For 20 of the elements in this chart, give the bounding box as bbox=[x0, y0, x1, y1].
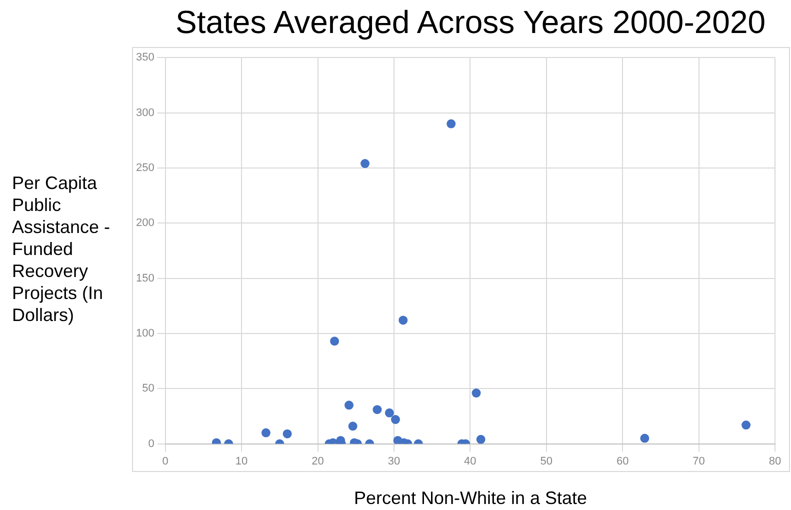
x-tick-label: 50 bbox=[540, 455, 553, 468]
x-tick-label: 40 bbox=[464, 455, 476, 468]
y-tick-label: 300 bbox=[136, 106, 154, 119]
x-tick-label: 0 bbox=[162, 455, 168, 468]
x-tick-label: 80 bbox=[768, 455, 782, 468]
y-tick-label: 200 bbox=[136, 217, 154, 230]
x-tick-label: 30 bbox=[388, 455, 400, 468]
y-axis-title: Per Capita Public Assistance -Funded Recovery Projects (In Dollars) bbox=[12, 172, 112, 326]
x-tick-label: 20 bbox=[312, 455, 324, 468]
y-tick-label: 150 bbox=[136, 272, 154, 284]
x-axis-title: Percent Non-White in a State bbox=[352, 488, 588, 509]
chart-title: States Averaged Across Years 2000-2020 bbox=[174, 4, 767, 41]
x-tick-label: 10 bbox=[235, 455, 248, 468]
x-tick-label: 60 bbox=[616, 455, 629, 468]
y-tick-label: 250 bbox=[136, 162, 154, 174]
y-tick-label: 0 bbox=[148, 438, 154, 450]
y-tick-label: 350 bbox=[136, 52, 154, 64]
y-tick-label: 50 bbox=[142, 382, 154, 395]
y-tick-label: 100 bbox=[136, 327, 154, 340]
x-tick-label: 70 bbox=[692, 455, 705, 468]
